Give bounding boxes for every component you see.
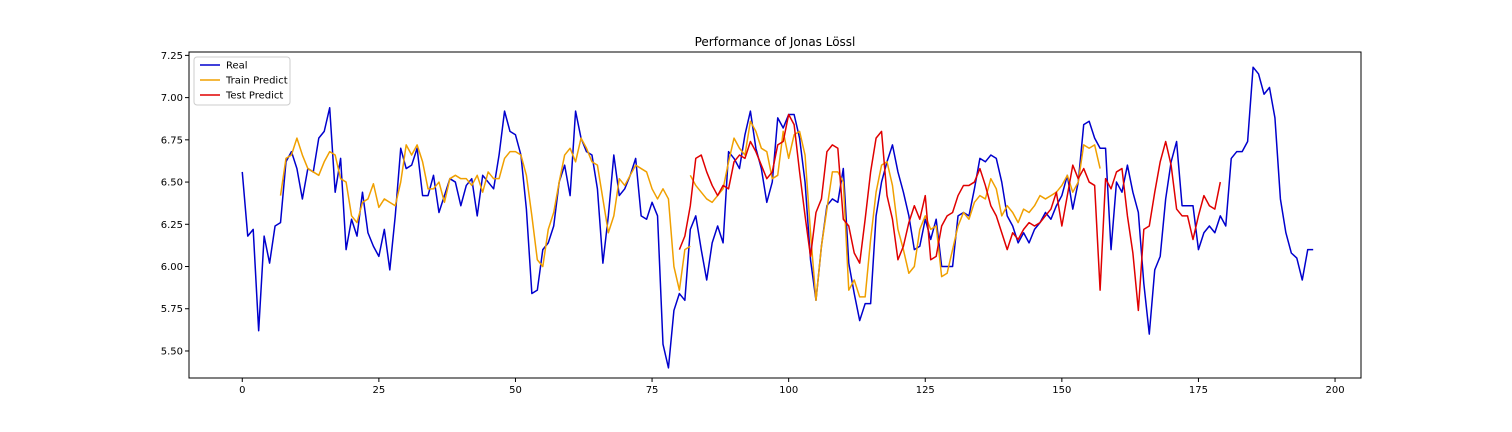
y-tick-label: 6.75 — [161, 135, 183, 146]
x-tick-label: 150 — [1052, 385, 1071, 396]
x-tick-label: 125 — [916, 385, 935, 396]
x-tick-label: 50 — [509, 385, 522, 396]
x-tick-label: 25 — [373, 385, 386, 396]
x-tick-label: 100 — [779, 385, 798, 396]
legend-label: Real — [226, 61, 248, 72]
y-tick-label: 6.00 — [161, 262, 183, 273]
y-tick-label: 5.50 — [161, 346, 183, 357]
plot-frame — [188, 51, 1362, 379]
series-line-train-predict-2 — [689, 120, 1101, 302]
x-tick-label: 175 — [1189, 385, 1208, 396]
chart-title: Performance of Jonas Lössl — [695, 35, 856, 49]
legend-label: Train Predict — [225, 76, 288, 87]
x-tick-label: 200 — [1325, 385, 1344, 396]
y-tick-label: 6.50 — [161, 178, 183, 189]
legend: Real Train Predict Test Predict — [193, 56, 291, 106]
plot-lines — [241, 66, 1314, 369]
series-line-test-predict-3 — [678, 113, 1222, 312]
x-axis: 0 25 50 75 100 125 150 175 200 — [239, 378, 1345, 396]
y-axis: 5.50 5.75 6.00 6.25 6.50 6.75 7.00 7.25 — [161, 51, 189, 357]
legend-box — [193, 56, 291, 106]
y-tick-label: 7.25 — [161, 51, 183, 62]
x-tick-label: 0 — [239, 385, 245, 396]
legend-label: Test Predict — [225, 91, 283, 102]
legend-items: Real Train Predict Test Predict — [200, 61, 288, 102]
x-tick-label: 75 — [646, 385, 659, 396]
series-line-real-0 — [241, 66, 1314, 369]
y-tick-label: 6.25 — [161, 220, 183, 231]
y-tick-label: 7.00 — [161, 93, 183, 104]
y-tick-label: 5.75 — [161, 304, 183, 315]
series-line-train-predict-1 — [279, 137, 691, 291]
